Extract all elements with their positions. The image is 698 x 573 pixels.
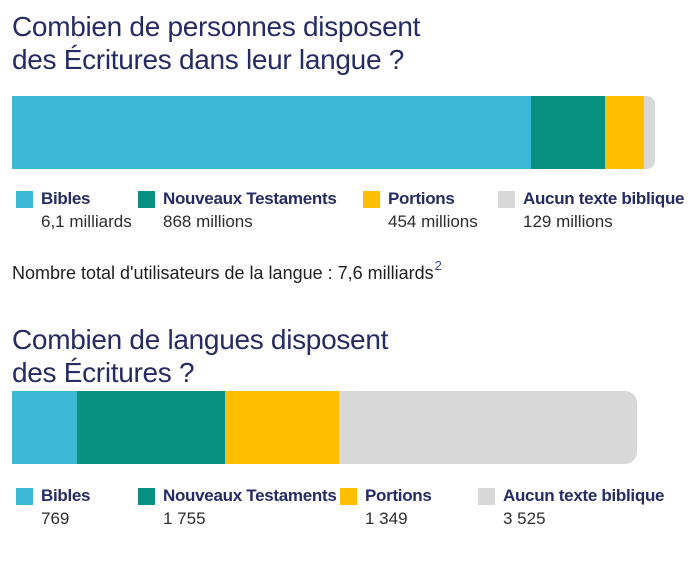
bibles-swatch [16,190,33,208]
legend-head: Aucun texte biblique [478,486,698,506]
legend-value: 6,1 milliards [41,212,132,231]
chart-section-people: Combien de personnes disposent des Écrit… [12,10,698,287]
legend-item-bibles: Bibles 769 [16,486,138,529]
bar-segment-aucun-texte-biblique [644,96,655,169]
legend-head: Nouveaux Testaments [138,486,340,506]
aucun-texte-biblique-swatch [498,190,515,208]
nouveaux-testaments-swatch [138,487,155,505]
legend-head: Nouveaux Testaments [138,189,363,209]
legend-value: 3 525 [503,509,546,528]
portions-swatch [340,487,357,505]
legend-label: Portions [388,189,455,208]
legend-head: Bibles [16,486,138,506]
title-line-2: des Écritures ? [12,357,195,388]
legend-label: Portions [365,486,432,505]
legend-label: Nouveaux Testaments [163,486,337,505]
legend-item-nouveaux-testaments: Nouveaux Testaments 868 millions [138,189,363,232]
bar-segment-portions [605,96,644,169]
bar-segment-bibles [12,96,532,169]
legend-head: Bibles [16,189,138,209]
bar-segment-portions [225,391,340,464]
aucun-texte-biblique-swatch [478,487,495,505]
stacked-bar-languages [12,391,637,464]
bar-segment-nouveaux-testaments [531,96,606,169]
chart-title-languages: Combien de langues disposent des Écritur… [12,323,698,389]
legend-item-bibles: Bibles 6,1 milliards [16,189,138,232]
legend-value: 1 349 [365,509,408,528]
chart-title-people: Combien de personnes disposent des Écrit… [12,10,698,76]
legend-label: Aucun texte biblique [523,189,685,208]
legend-item-portions: Portions 454 millions [363,189,498,232]
legend-head: Portions [340,486,478,506]
title-line-1: Combien de personnes disposent [12,11,421,42]
legend-head: Aucun texte biblique [498,189,698,209]
legend-value: 1 755 [163,509,206,528]
bar-segment-bibles [12,391,77,464]
title-line-2: des Écritures dans leur langue ? [12,44,404,75]
legend-languages: Bibles 769 Nouveaux Testaments 1 755 Por… [16,486,698,529]
footnote-superscript: 2 [434,258,442,273]
legend-value: 129 millions [523,212,613,231]
legend-value: 868 millions [163,212,253,231]
footnote-text: Nombre total d'utilisateurs de la langue… [12,263,434,283]
legend-label: Bibles [41,486,91,505]
legend-head: Portions [363,189,498,209]
chart-section-languages: Combien de langues disposent des Écritur… [12,323,698,529]
legend-label: Aucun texte biblique [503,486,665,505]
legend-item-nouveaux-testaments: Nouveaux Testaments 1 755 [138,486,340,529]
nouveaux-testaments-swatch [138,190,155,208]
legend-item-portions: Portions 1 349 [340,486,478,529]
bar-segment-aucun-texte-biblique [339,391,637,464]
legend-item-aucun-texte-biblique: Aucun texte biblique 129 millions [498,189,698,232]
legend-people: Bibles 6,1 milliards Nouveaux Testaments… [16,189,698,232]
stacked-bar-people [12,96,655,169]
bibles-swatch [16,487,33,505]
legend-label: Nouveaux Testaments [163,189,337,208]
title-line-1: Combien de langues disposent [12,324,389,355]
legend-item-aucun-texte-biblique: Aucun texte biblique 3 525 [478,486,698,529]
legend-label: Bibles [41,189,91,208]
legend-value: 454 millions [388,212,478,231]
portions-swatch [363,190,380,208]
legend-value: 769 [41,509,70,528]
footnote-total-users: Nombre total d'utilisateurs de la langue… [12,254,698,287]
bar-segment-nouveaux-testaments [76,391,226,464]
